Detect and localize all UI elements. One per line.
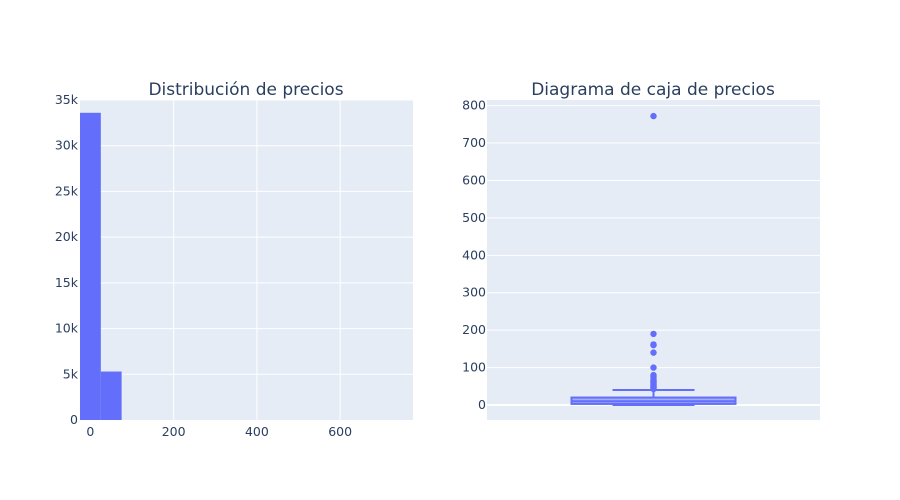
boxplot-gridlines bbox=[487, 105, 820, 407]
boxplot-y-tick-label: 100 bbox=[462, 360, 486, 375]
histogram-x-tick-label: 0 bbox=[86, 424, 94, 439]
histogram-gridlines bbox=[80, 99, 413, 420]
boxplot-y-tick-label: 800 bbox=[462, 98, 486, 113]
histogram-plot-area bbox=[80, 100, 413, 420]
boxplot-subplot: 0 100 200 300 400 500 600 700 800 Diagrama de ca… bbox=[462, 80, 820, 420]
histogram-y-tick-label: 25k bbox=[55, 183, 79, 198]
boxplot-marks bbox=[570, 389, 737, 407]
boxplot-outlier-point bbox=[650, 330, 657, 338]
histogram-y-tick-label: 30k bbox=[55, 138, 79, 153]
boxplot-title: Diagrama de caja de precios bbox=[531, 80, 775, 100]
histogram-y-tick-label: 5k bbox=[63, 366, 79, 381]
boxplot-outlier-point bbox=[650, 371, 657, 379]
boxplot-y-tick-label: 200 bbox=[462, 322, 486, 337]
histogram-y-tick-label: 15k bbox=[55, 275, 79, 290]
boxplot-outlier-point bbox=[650, 112, 657, 120]
boxplot-outlier-point bbox=[650, 341, 657, 348]
boxplot-y-tick-label: 700 bbox=[462, 135, 486, 150]
boxplot-y-ticks: 0 100 200 300 400 500 600 700 800 bbox=[462, 98, 486, 412]
histogram-y-tick-label: 10k bbox=[55, 321, 79, 336]
histogram-y-tick-label: 20k bbox=[55, 229, 79, 244]
histogram-x-tick-label: 400 bbox=[245, 424, 269, 439]
histogram-subplot: 0 5k 10k 15k 20k 25k 30k 35k 0 200 400 600 Distrib… bbox=[55, 80, 413, 439]
histogram-x-tick-label: 200 bbox=[162, 424, 186, 439]
boxplot-y-tick-label: 0 bbox=[478, 397, 486, 412]
histogram-bar bbox=[80, 112, 101, 421]
histogram-bar bbox=[100, 371, 122, 420]
histogram-title: Distribución de precios bbox=[148, 80, 343, 100]
histogram-y-tick-label: 0 bbox=[70, 412, 78, 427]
boxplot-y-tick-label: 300 bbox=[462, 285, 486, 300]
boxplot-y-tick-label: 600 bbox=[462, 172, 486, 187]
boxplot-outliers bbox=[650, 112, 657, 393]
boxplot-outlier-point bbox=[650, 349, 657, 356]
histogram-bars bbox=[80, 112, 122, 421]
histogram-y-ticks: 0 5k 10k 15k 20k 25k 30k 35k bbox=[55, 92, 79, 427]
boxplot-outlier-point bbox=[650, 364, 657, 371]
histogram-x-tick-label: 600 bbox=[328, 424, 352, 439]
histogram-x-ticks: 0 200 400 600 bbox=[86, 424, 352, 439]
boxplot-y-tick-label: 500 bbox=[462, 210, 486, 225]
histogram-y-tick-label: 35k bbox=[55, 92, 79, 107]
boxplot-y-tick-label: 400 bbox=[462, 247, 486, 262]
